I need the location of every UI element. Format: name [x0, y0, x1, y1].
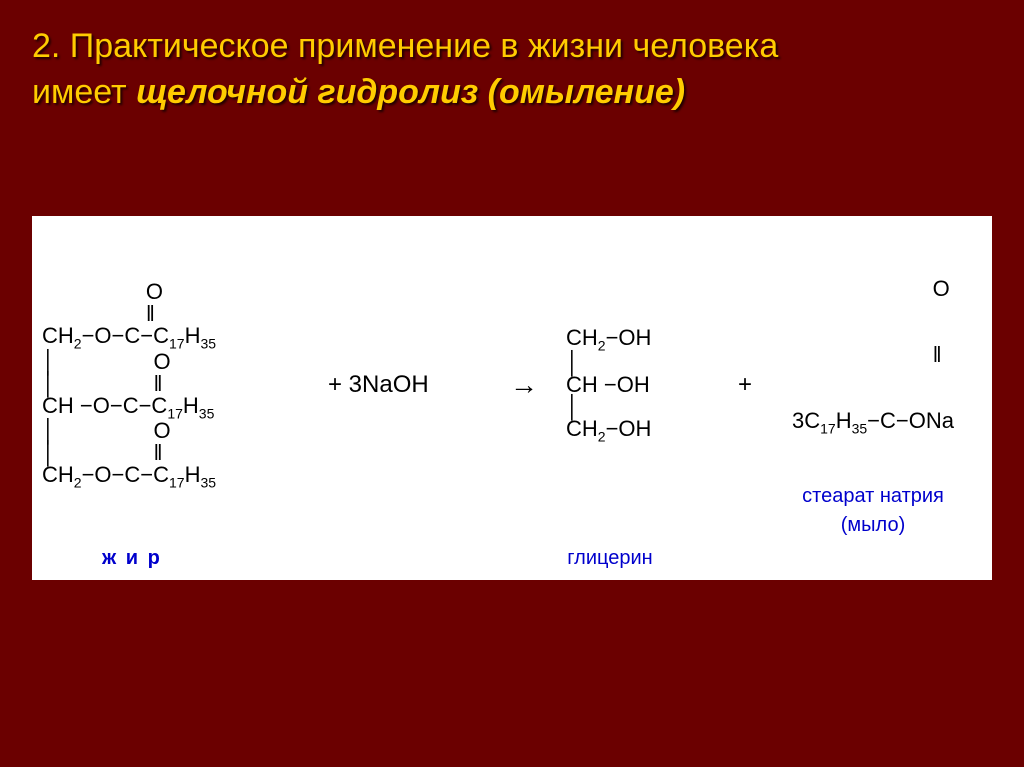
title-line-1: 2. Практическое применение в жизни челов… [32, 24, 992, 70]
title-line-2: имеет щелочной гидролиз (омыление) [32, 70, 992, 116]
product-glycerol: CH2−OH │ CH −OH │ CH2−OH [566, 327, 726, 444]
reactant-fat: O ‖ CH2−O−C−C17H35 │ O │ ‖ CH −O−C−C17H3… [42, 281, 312, 489]
title-emphasis: щелочной гидролиз (омыление) [136, 73, 685, 111]
product-sodium-stearate: O ‖ 3C17H35−C−ONa стеарат натрия (мыло) [764, 234, 982, 537]
glycerol-label: глицерин [530, 547, 690, 570]
reaction-arrow: → [502, 369, 546, 401]
labels-row: ж и р глицерин [42, 541, 982, 570]
plus-sign: + [736, 371, 754, 399]
slide-title: 2. Практическое применение в жизни челов… [32, 24, 992, 116]
fat-label: ж и р [42, 547, 312, 570]
salt-label-2: (мыло) [841, 514, 905, 537]
reaction-diagram: O ‖ CH2−O−C−C17H35 │ O │ ‖ CH −O−C−C17H3… [32, 216, 992, 580]
reagent-naoh: + 3NaOH [322, 371, 492, 399]
slide: 2. Практическое применение в жизни челов… [0, 0, 1024, 767]
salt-label-1: стеарат натрия [802, 485, 944, 508]
title-plain: имеет [32, 73, 136, 111]
reaction-equation: O ‖ CH2−O−C−C17H35 │ O │ ‖ CH −O−C−C17H3… [42, 234, 982, 537]
